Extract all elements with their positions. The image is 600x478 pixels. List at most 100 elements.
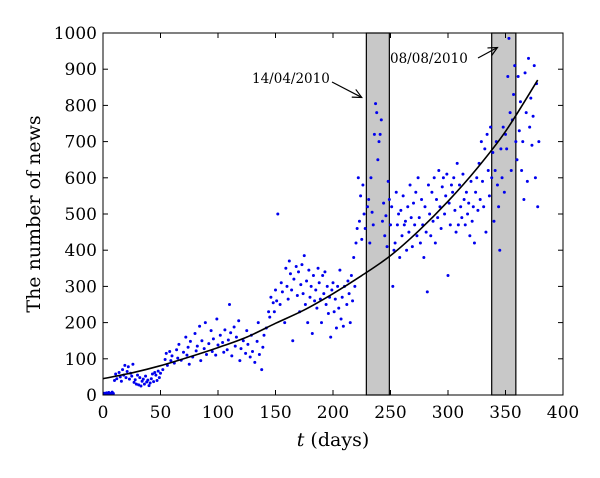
data-point bbox=[301, 292, 305, 296]
data-point bbox=[461, 172, 465, 176]
data-point bbox=[134, 382, 138, 386]
x-tick-label: 0 bbox=[98, 403, 109, 423]
data-point bbox=[257, 352, 261, 356]
data-point bbox=[399, 208, 403, 212]
data-point bbox=[505, 147, 509, 151]
data-point bbox=[507, 36, 511, 40]
data-point bbox=[163, 358, 167, 362]
data-point bbox=[502, 190, 506, 194]
y-ticks: 0 100 200 300 400 500 600 700 800 900 1000 bbox=[54, 24, 563, 406]
data-point bbox=[482, 205, 486, 209]
data-point bbox=[428, 212, 432, 216]
data-point bbox=[115, 377, 119, 381]
data-point bbox=[256, 321, 260, 325]
data-point bbox=[267, 310, 271, 314]
data-point bbox=[152, 380, 156, 384]
data-point bbox=[409, 216, 413, 220]
data-point bbox=[336, 284, 340, 288]
data-point bbox=[330, 288, 334, 292]
data-point bbox=[349, 274, 353, 278]
data-point bbox=[367, 198, 371, 202]
data-point bbox=[445, 172, 449, 176]
data-point bbox=[536, 205, 540, 209]
data-point bbox=[279, 281, 283, 285]
x-tick-label: 350 bbox=[489, 403, 521, 423]
data-point bbox=[321, 274, 325, 278]
data-point bbox=[320, 321, 323, 325]
x-axis-label: t (days) bbox=[297, 429, 370, 451]
data-point bbox=[297, 270, 300, 274]
data-point bbox=[361, 183, 365, 187]
data-point bbox=[370, 210, 374, 214]
data-point bbox=[333, 297, 337, 301]
data-point bbox=[294, 264, 298, 268]
data-point bbox=[469, 179, 473, 183]
data-point bbox=[309, 284, 313, 288]
data-point bbox=[221, 341, 225, 345]
data-point bbox=[443, 212, 447, 216]
data-point bbox=[182, 350, 185, 354]
data-point bbox=[479, 140, 483, 144]
data-point bbox=[286, 297, 290, 301]
data-point bbox=[531, 114, 535, 118]
data-point bbox=[186, 345, 190, 349]
data-point bbox=[485, 132, 489, 136]
data-point bbox=[422, 255, 426, 259]
data-point bbox=[271, 301, 275, 305]
data-point bbox=[329, 335, 333, 339]
data-point bbox=[400, 234, 404, 238]
data-point bbox=[523, 71, 527, 75]
data-point bbox=[325, 284, 329, 288]
data-point bbox=[501, 125, 505, 129]
arrow-head-1 bbox=[351, 89, 363, 99]
annotation-label-2: 08/08/2010 bbox=[390, 51, 468, 67]
data-point bbox=[468, 234, 472, 238]
data-point bbox=[390, 205, 394, 209]
data-point bbox=[229, 331, 233, 335]
shaded-bands bbox=[365, 32, 517, 396]
data-point bbox=[292, 277, 296, 281]
data-point bbox=[313, 299, 317, 303]
x-tick-label: 200 bbox=[317, 403, 349, 423]
shaded-band-1 bbox=[365, 32, 390, 396]
data-point bbox=[124, 376, 128, 380]
data-point bbox=[262, 333, 266, 337]
data-point bbox=[435, 198, 438, 202]
data-point bbox=[430, 190, 434, 194]
data-point bbox=[255, 339, 259, 343]
data-point bbox=[484, 230, 488, 234]
data-point bbox=[385, 245, 389, 249]
data-point bbox=[295, 293, 299, 297]
arrow-head-2 bbox=[487, 46, 499, 56]
data-point bbox=[423, 205, 427, 209]
data-point bbox=[238, 359, 242, 363]
data-point bbox=[475, 176, 479, 180]
data-point bbox=[389, 223, 392, 227]
data-point bbox=[448, 223, 452, 227]
data-point bbox=[275, 299, 279, 303]
data-point bbox=[387, 198, 391, 202]
data-point bbox=[137, 383, 141, 387]
data-point bbox=[354, 241, 358, 245]
data-point bbox=[414, 190, 418, 194]
data-point bbox=[211, 337, 215, 341]
data-point bbox=[478, 198, 482, 202]
data-point bbox=[337, 306, 341, 310]
y-tick-label: 900 bbox=[65, 60, 97, 80]
data-point bbox=[244, 351, 248, 355]
data-point bbox=[154, 373, 158, 377]
data-point bbox=[456, 223, 460, 227]
data-point bbox=[467, 201, 471, 205]
data-point bbox=[207, 342, 211, 346]
data-point bbox=[407, 230, 411, 234]
data-point bbox=[449, 183, 453, 187]
data-point bbox=[332, 310, 336, 314]
x-tick-label: 150 bbox=[259, 403, 291, 423]
data-point bbox=[537, 140, 541, 144]
data-point bbox=[376, 158, 380, 162]
data-point bbox=[415, 234, 419, 238]
data-point bbox=[363, 226, 367, 230]
data-point bbox=[161, 368, 165, 372]
data-point bbox=[306, 321, 310, 325]
